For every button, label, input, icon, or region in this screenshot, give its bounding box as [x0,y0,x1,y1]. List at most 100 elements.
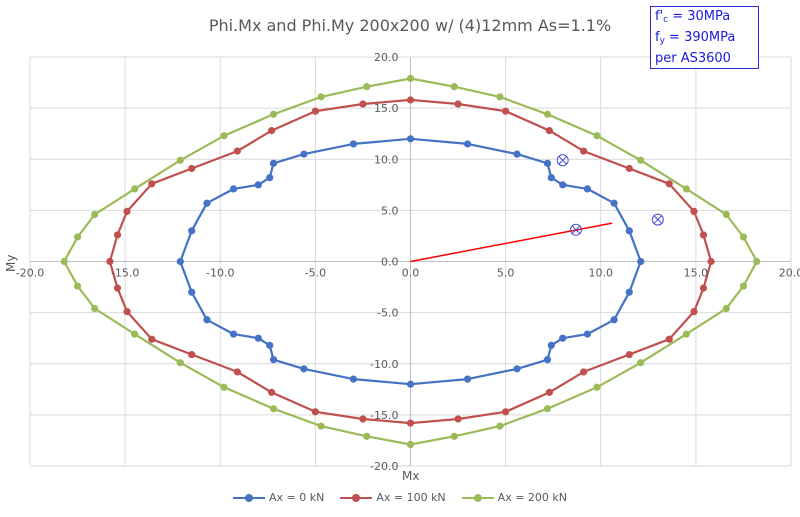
data-point [593,383,601,391]
y-tick-label: -5.0 [377,307,398,320]
data-point [739,233,748,241]
data-point [753,257,761,266]
data-point [637,359,645,367]
data-point [363,83,371,91]
marked-point [556,154,569,167]
data-point [176,257,184,266]
data-point [311,107,319,115]
data-point [203,316,211,324]
data-point [690,207,698,215]
material-info-box: f'c = 30MPa fy = 390MPa per AS3600 [650,6,759,69]
data-point [300,365,308,373]
data-point [176,156,184,164]
annotations [410,154,664,263]
x-tick-label: 0.0 [402,267,420,280]
data-point [513,150,521,158]
y-tick-label: 20.0 [374,51,399,64]
code-reference-label: per AS3600 [655,51,731,66]
data-point [547,174,555,182]
data-point [406,440,415,449]
data-point [91,210,99,219]
data-point [665,180,673,188]
data-point [148,180,156,188]
y-axis-title: My [4,254,18,272]
data-point [317,93,325,101]
data-point [502,408,510,416]
data-point [543,405,552,413]
data-point [739,282,748,290]
legend-swatch [461,493,494,503]
x-axis-title: Mx [402,469,420,483]
data-point [254,334,262,342]
data-point [463,375,472,383]
y-tick-label: -20.0 [370,460,398,473]
data-point [359,100,367,108]
x-tick-label: -10.0 [206,267,234,280]
data-point [682,185,690,193]
y-tick-label: -10.0 [370,358,398,371]
x-tick-label: 5.0 [497,267,515,280]
legend-label: Ax = 200 kN [497,491,568,504]
tick-labels: -20.0 -15.0 -10.0 -5.0 0.0 5.0 10.0 15.0 20.0 20.… [16,51,800,473]
data-point [188,227,196,235]
data-point [188,288,196,296]
data-point [690,308,698,316]
data-point [496,93,504,101]
data-point [625,288,633,296]
data-point [91,304,99,313]
data-point [349,375,358,383]
data-point [625,227,633,235]
data-point [625,164,633,173]
x-tick-label: -20.0 [16,267,44,280]
data-point [545,127,553,135]
data-point [583,185,592,193]
series-3 [60,74,761,449]
chart-title: Phi.Mx and Phi.My 200x200 w/ (4)12mm As=… [208,16,612,35]
series-group [60,74,761,449]
data-point [722,304,730,313]
data-point [269,159,278,167]
legend-swatch [232,493,265,503]
data-point [545,388,553,396]
data-point [266,341,274,349]
data-point [463,140,472,148]
x-tick-label: 20.0 [779,267,800,280]
data-point [73,233,82,241]
data-point [203,199,211,207]
data-point [220,132,228,140]
data-point [131,185,139,193]
data-point [269,405,278,413]
legend-item: Ax = 200 kN [461,491,568,504]
data-point [559,181,567,189]
data-point [113,231,122,239]
data-point [454,100,462,108]
data-point [543,356,552,364]
y-tick-label: 0.0 [381,256,399,269]
x-tick-label: 10.0 [589,267,614,280]
legend-item: Ax = 0 kN [232,491,324,504]
y-tick-label: 15.0 [374,102,399,115]
x-tick-label: -15.0 [111,267,139,280]
data-point [113,284,122,292]
data-point [547,341,555,349]
legend-swatch [340,493,373,503]
data-point [188,164,196,173]
concrete-strength-label: f'c = 30MPa [655,9,731,25]
data-point [220,383,228,391]
data-point [406,74,415,83]
data-point [699,284,708,292]
data-point [637,156,645,164]
data-point [699,231,708,239]
data-point [450,83,458,91]
data-point [682,330,690,338]
data-point [233,147,241,155]
legend-label: Ax = 100 kN [376,491,446,504]
data-point [707,257,715,266]
data-point [610,199,618,207]
data-point [580,368,588,376]
data-point [176,359,184,367]
data-point [543,159,552,167]
series-1 [176,135,645,388]
data-point [266,174,274,182]
